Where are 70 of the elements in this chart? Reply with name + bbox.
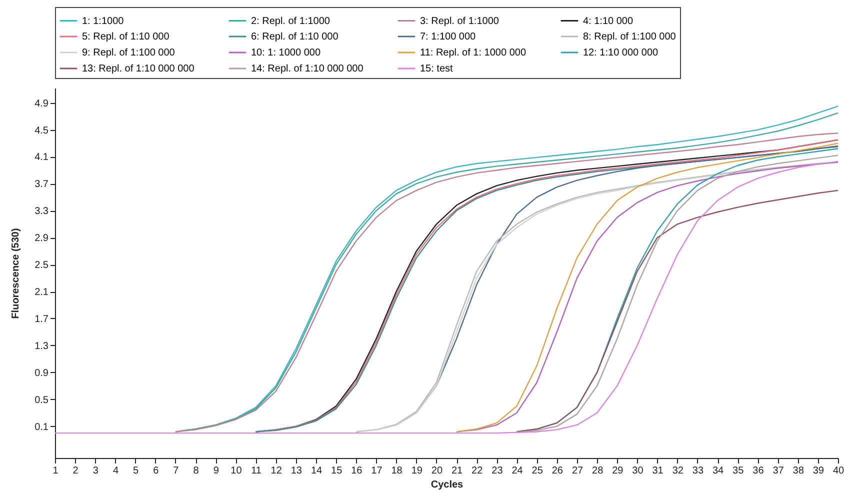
y-tick-label: 3.7 [34, 179, 49, 190]
x-tick-label: 18 [391, 466, 403, 476]
x-tick-label: 6 [153, 466, 160, 476]
x-tick-label: 13 [290, 466, 302, 476]
x-tick-label: 38 [792, 466, 804, 476]
legend-label: 11: Repl. of 1: 1000 000 [420, 48, 526, 58]
legend-label: 12: 1:10 000 000 [583, 48, 659, 58]
x-tick-label: 9 [213, 466, 220, 476]
x-tick-label: 33 [692, 466, 704, 476]
x-tick-label: 22 [472, 466, 484, 476]
legend-label: 14: Repl. of 1:10 000 000 [251, 64, 364, 74]
x-tick-label: 8 [193, 466, 200, 476]
legend-label: 6: Repl. of 1:10 000 [251, 32, 339, 42]
x-tick-label: 39 [812, 466, 824, 476]
x-tick-label: 5 [133, 466, 140, 476]
x-tick-label: 19 [411, 466, 423, 476]
y-tick-label: 1.3 [34, 340, 49, 352]
x-tick-label: 25 [532, 466, 544, 476]
legend-label: 10: 1: 1000 000 [251, 48, 321, 58]
legend-label: 2: Repl. of 1:1000 [251, 16, 330, 27]
x-tick-label: 31 [652, 466, 664, 476]
y-tick-label: 2.1 [34, 287, 49, 298]
legend-label: 13: Repl. of 1:10 000 000 [82, 64, 195, 74]
legend-label: 8: Repl. of 1:100 000 [583, 32, 676, 42]
x-tick-label: 14 [310, 466, 322, 476]
y-tick-label: 4.1 [34, 152, 49, 164]
x-tick-label: 28 [592, 466, 604, 476]
y-tick-label: 2.9 [34, 233, 49, 244]
y-axis-title: Fluorescence (530) [10, 228, 22, 319]
x-tick-label: 12 [270, 466, 282, 476]
x-tick-label: 10 [230, 466, 242, 476]
legend-label: 4: 1:10 000 [583, 16, 634, 27]
x-tick-label: 7 [173, 466, 180, 476]
x-tick-label: 34 [712, 466, 724, 476]
x-tick-label: 35 [732, 466, 744, 476]
x-tick-label: 17 [371, 466, 383, 476]
x-tick-label: 32 [672, 466, 684, 476]
x-tick-label: 4 [112, 466, 119, 476]
x-tick-label: 3 [92, 466, 99, 476]
x-tick-label: 1 [52, 466, 59, 476]
y-tick-label: 4.9 [34, 98, 49, 110]
x-tick-label: 30 [632, 466, 644, 476]
x-tick-label: 15 [331, 466, 343, 476]
x-tick-label: 36 [752, 466, 764, 476]
y-tick-label: 0.9 [34, 368, 49, 379]
x-tick-label: 11 [251, 466, 262, 476]
legend-label: 5: Repl. of 1:10 000 [82, 32, 170, 42]
x-tick-label: 40 [832, 466, 844, 476]
x-tick-label: 2 [72, 466, 79, 476]
y-tick-label: 2.5 [34, 260, 49, 272]
y-tick-label: 4.5 [34, 125, 49, 136]
y-tick-label: 0.1 [34, 422, 49, 433]
y-tick-label: 0.5 [34, 394, 49, 406]
y-tick-label: 3.3 [34, 206, 49, 218]
legend-label: 9: Repl. of 1:100 000 [82, 48, 176, 58]
legend-label: 1: 1:1000 [82, 16, 124, 27]
x-axis-title: Cycles [430, 480, 464, 490]
x-tick-label: 23 [492, 466, 504, 476]
x-tick-label: 37 [772, 466, 784, 476]
y-tick-label: 1.7 [34, 314, 49, 325]
x-tick-label: 24 [512, 466, 524, 476]
legend-label: 15: test [420, 64, 454, 74]
legend-label: 3: Repl. of 1:1000 [420, 16, 500, 27]
x-tick-label: 21 [451, 466, 464, 476]
legend-label: 7: 1:100 000 [420, 32, 476, 42]
x-tick-label: 29 [612, 466, 624, 476]
x-tick-label: 20 [431, 466, 443, 476]
x-tick-label: 27 [572, 466, 584, 476]
x-tick-label: 26 [552, 466, 564, 476]
x-tick-label: 16 [351, 466, 363, 476]
